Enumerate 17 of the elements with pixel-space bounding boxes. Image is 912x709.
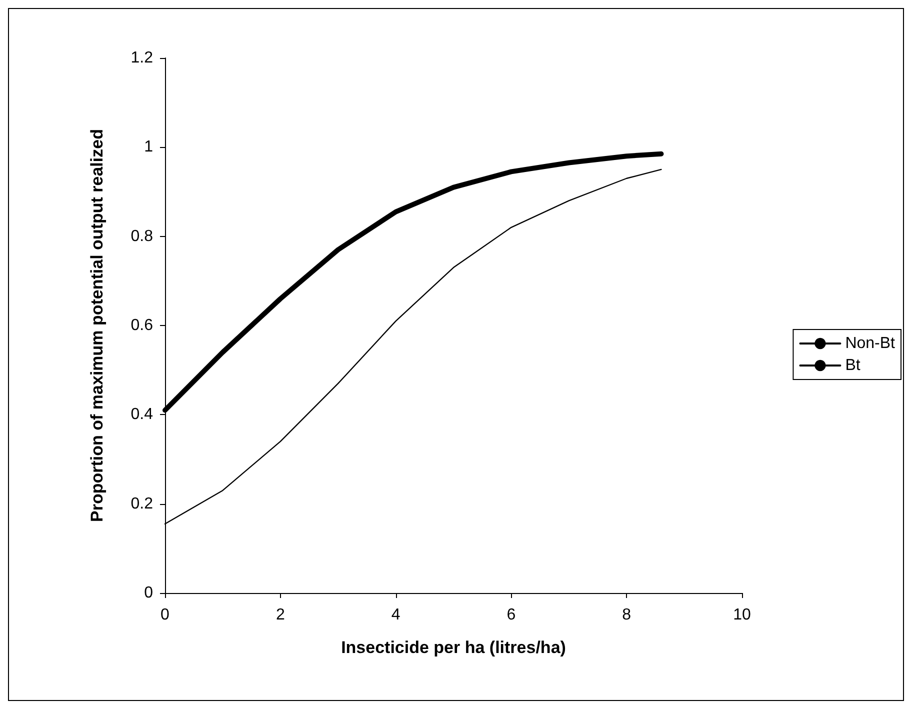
y-axis-title: Proportion of maximum potential output realized <box>88 129 106 522</box>
x-tick-label: 0 <box>160 606 170 624</box>
y-tick-label: 0.6 <box>130 317 154 334</box>
y-tick-label: 0.4 <box>130 406 154 424</box>
y-tick-label: 0.8 <box>130 228 154 245</box>
x-axis-title: Insecticide per ha (litres/ha) <box>341 638 566 657</box>
y-tick-label: 1 <box>144 138 154 156</box>
x-tick-label: 4 <box>391 606 400 624</box>
legend-label: Non-Bt <box>845 335 896 352</box>
x-tick-label: 6 <box>506 606 516 624</box>
x-tick-label: 10 <box>733 606 751 624</box>
x-tick-label: 2 <box>276 606 285 624</box>
x-tick-label: 8 <box>622 606 632 624</box>
legend-label: Bt <box>845 357 861 374</box>
y-tick-label: 0.2 <box>130 495 154 512</box>
y-tick-label: 0 <box>144 584 154 602</box>
y-tick-label: 1.2 <box>130 50 154 66</box>
